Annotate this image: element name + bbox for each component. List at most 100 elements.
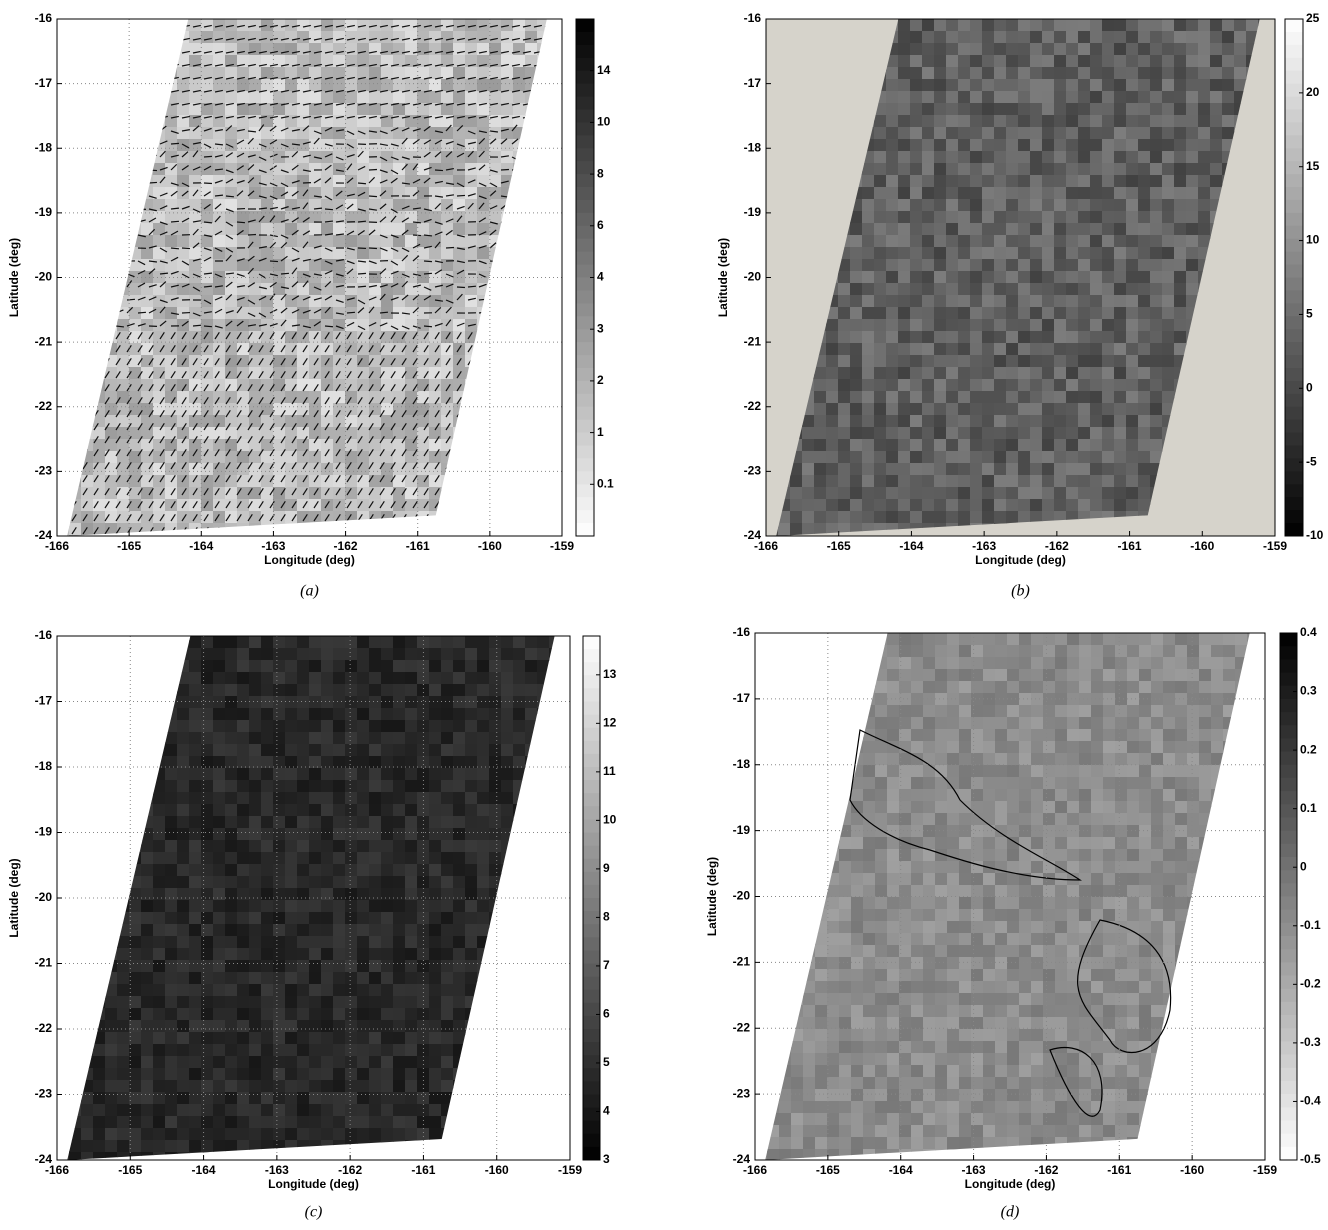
swath-cell bbox=[874, 259, 887, 272]
swath-cell bbox=[333, 403, 346, 416]
swath-cell bbox=[862, 295, 875, 308]
swath-cell bbox=[165, 403, 178, 416]
swath-cell bbox=[1102, 271, 1115, 284]
swath-cell bbox=[429, 187, 442, 200]
swath-cell bbox=[105, 463, 118, 476]
swath-cell bbox=[141, 427, 154, 440]
swath-cell bbox=[958, 319, 971, 332]
swath-cell bbox=[1186, 31, 1199, 44]
swath-cell bbox=[477, 127, 490, 140]
swath-cell bbox=[1078, 19, 1091, 32]
swath-cell bbox=[141, 307, 154, 320]
colorbar-band bbox=[576, 471, 594, 484]
swath-cell bbox=[862, 307, 875, 320]
swath-cell bbox=[201, 355, 214, 368]
swath-cell bbox=[213, 223, 226, 236]
swath-cell bbox=[381, 163, 394, 176]
swath-cell bbox=[958, 247, 971, 260]
swath-cell bbox=[561, 139, 574, 152]
swath-cell bbox=[429, 199, 442, 212]
swath-cell bbox=[321, 379, 334, 392]
swath-cell bbox=[946, 319, 959, 332]
swath-cell bbox=[297, 43, 310, 56]
swath-cell bbox=[1150, 127, 1163, 140]
swath-cell bbox=[237, 331, 250, 344]
colorbar-band bbox=[576, 407, 594, 420]
swath-cell bbox=[898, 295, 911, 308]
swath-cell bbox=[165, 283, 178, 296]
swath-cell bbox=[69, 535, 82, 548]
swath-cell bbox=[1174, 67, 1187, 80]
swath-cell bbox=[1042, 151, 1055, 164]
swath-cell bbox=[417, 343, 430, 356]
colorbar-tick-label: 4 bbox=[597, 270, 604, 284]
swath-cell bbox=[201, 91, 214, 104]
swath-cell bbox=[429, 535, 442, 548]
swath-cell bbox=[141, 487, 154, 500]
swath-cell bbox=[441, 307, 454, 320]
swath-cell bbox=[141, 235, 154, 248]
swath-cell bbox=[934, 127, 947, 140]
swath-cell bbox=[1006, 91, 1019, 104]
swath-cell bbox=[417, 403, 430, 416]
swath-cell bbox=[1126, 283, 1139, 296]
swath-cell bbox=[1018, 139, 1031, 152]
swath-cell bbox=[1186, 223, 1199, 236]
swath-cell bbox=[982, 211, 995, 224]
swath-cell bbox=[441, 187, 454, 200]
swath-cell bbox=[1078, 31, 1091, 44]
swath-cell bbox=[1198, 79, 1211, 92]
swath-cell bbox=[910, 247, 923, 260]
swath-cell bbox=[189, 247, 202, 260]
swath-cell bbox=[165, 391, 178, 404]
swath-cell bbox=[958, 259, 971, 272]
swath-cell bbox=[1186, 43, 1199, 56]
swath-cell bbox=[297, 535, 310, 548]
wind-vector bbox=[468, 286, 476, 287]
swath-cell bbox=[1186, 127, 1199, 140]
swath-cell bbox=[1054, 127, 1067, 140]
swath-cell bbox=[1174, 31, 1187, 44]
swath-cell bbox=[1174, 139, 1187, 152]
swath-cell bbox=[970, 139, 983, 152]
swath-cell bbox=[1030, 163, 1043, 176]
swath-cell bbox=[213, 343, 226, 356]
swath-cell bbox=[225, 355, 238, 368]
swath-cell bbox=[117, 391, 130, 404]
swath-cell bbox=[393, 43, 406, 56]
colorbar-band bbox=[576, 32, 594, 45]
swath-cell bbox=[958, 295, 971, 308]
swath-cell bbox=[874, 127, 887, 140]
swath-cell bbox=[886, 79, 899, 92]
swath-cell bbox=[1162, 139, 1175, 152]
swath-cell bbox=[165, 511, 178, 524]
swath-cell bbox=[898, 319, 911, 332]
swath-cell bbox=[141, 343, 154, 356]
swath-cell bbox=[249, 79, 262, 92]
swath-cell bbox=[934, 319, 947, 332]
swath-cell bbox=[345, 427, 358, 440]
swath-cell bbox=[994, 175, 1007, 188]
swath-cell bbox=[561, 247, 574, 260]
swath-cell bbox=[1198, 211, 1211, 224]
swath-cell bbox=[501, 79, 514, 92]
swath-cell bbox=[1150, 19, 1163, 32]
swath-cell bbox=[249, 163, 262, 176]
swath-cell bbox=[1102, 247, 1115, 260]
swath-cell bbox=[561, 103, 574, 116]
swath-cell bbox=[958, 139, 971, 152]
swath-cell bbox=[1018, 319, 1031, 332]
swath-cell bbox=[1018, 247, 1031, 260]
swath-cell bbox=[261, 247, 274, 260]
swath-cell bbox=[561, 343, 574, 356]
swath-cell bbox=[345, 271, 358, 284]
swath-cell bbox=[946, 247, 959, 260]
swath-cell bbox=[189, 391, 202, 404]
swath-cell bbox=[141, 247, 154, 260]
swath-cell bbox=[153, 535, 166, 548]
swath-cell bbox=[453, 367, 466, 380]
swath-cell bbox=[405, 139, 418, 152]
swath-cell bbox=[1234, 19, 1247, 32]
swath-cell bbox=[1150, 247, 1163, 260]
swath-cell bbox=[1174, 223, 1187, 236]
